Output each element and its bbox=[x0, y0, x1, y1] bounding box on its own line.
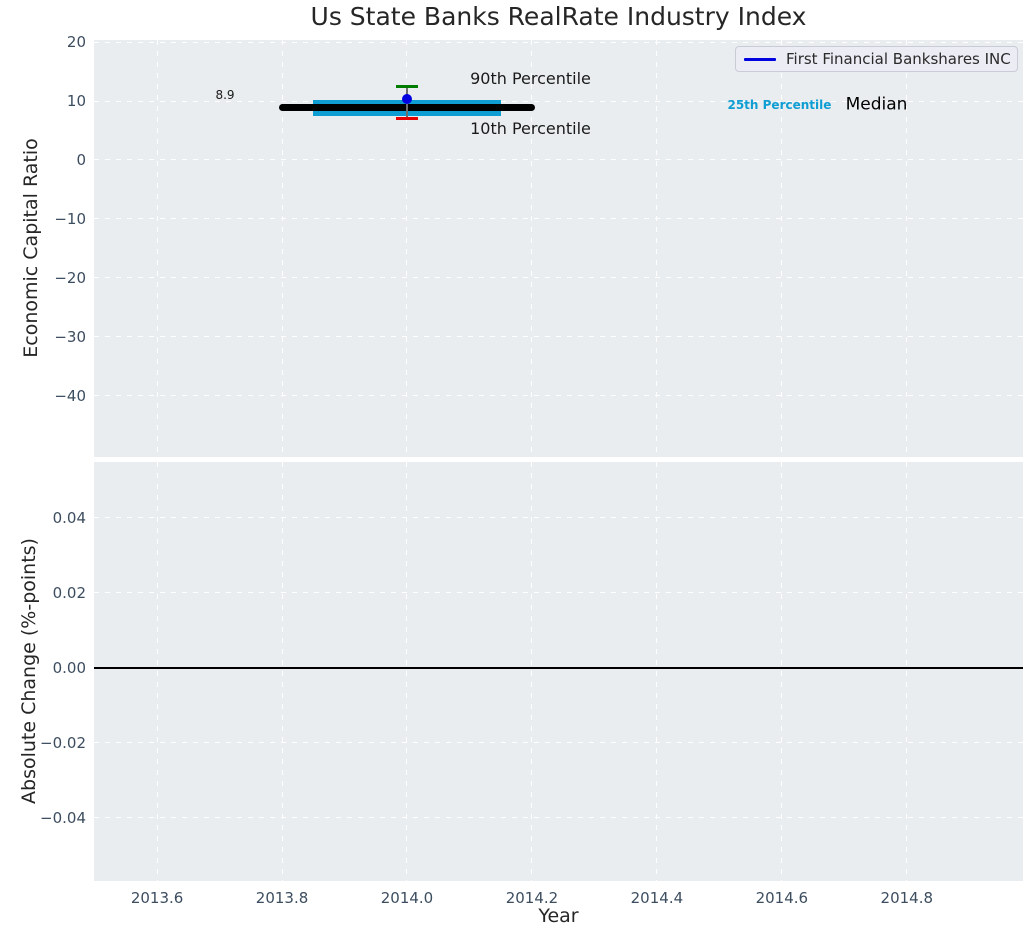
y-tick-label: −0.04 bbox=[40, 808, 86, 827]
vertical-gridline bbox=[281, 462, 283, 881]
vertical-gridline bbox=[406, 40, 408, 457]
y-tick-label: −40 bbox=[54, 386, 86, 405]
vertical-gridline bbox=[656, 462, 658, 881]
vertical-gridline bbox=[906, 40, 908, 457]
y-tick-label: 0.04 bbox=[52, 508, 86, 527]
top-plot-area: 8.9 90th Percentile 10th Percentile 25th Pe… bbox=[94, 40, 1023, 457]
horizontal-gridline bbox=[94, 100, 1023, 102]
y-tick-label: −10 bbox=[54, 209, 86, 228]
company-data-point bbox=[401, 94, 412, 105]
bottom-plot-area bbox=[94, 462, 1023, 881]
x-tick-label: 2014.0 bbox=[380, 889, 434, 907]
chart-title: Us State Banks RealRate Industry Index bbox=[310, 2, 807, 31]
errorbar-cap-90th bbox=[395, 85, 418, 89]
y-tick-label: 10 bbox=[66, 92, 86, 111]
vertical-gridline bbox=[656, 40, 658, 457]
vertical-gridline bbox=[781, 462, 783, 881]
y-tick-label: −30 bbox=[54, 327, 86, 346]
y-tick-label: 20 bbox=[66, 33, 86, 52]
vertical-gridline bbox=[906, 462, 908, 881]
zero-line bbox=[94, 666, 1023, 669]
horizontal-gridline bbox=[94, 817, 1023, 819]
x-tick-label: 2013.8 bbox=[255, 889, 309, 907]
x-tick-label: 2014.2 bbox=[505, 889, 559, 907]
y-tick-label: −20 bbox=[54, 268, 86, 287]
y-tick-label: −0.02 bbox=[40, 733, 86, 752]
x-tick-label: 2014.8 bbox=[880, 889, 934, 907]
horizontal-gridline bbox=[94, 395, 1023, 397]
vertical-gridline bbox=[531, 40, 533, 457]
x-axis-label: Year bbox=[538, 905, 579, 927]
y-tick-label: 0 bbox=[76, 150, 86, 169]
errorbar-cap-10th bbox=[395, 116, 418, 120]
vertical-gridline bbox=[531, 462, 533, 881]
horizontal-gridline bbox=[94, 159, 1023, 161]
annotation-median-label: Median bbox=[845, 94, 908, 115]
vertical-gridline bbox=[406, 462, 408, 881]
horizontal-gridline bbox=[94, 41, 1023, 43]
vertical-gridline bbox=[156, 462, 158, 881]
legend-line-sample bbox=[744, 57, 776, 61]
horizontal-gridline bbox=[94, 277, 1023, 279]
horizontal-gridline bbox=[94, 517, 1023, 519]
y-tick-label: 0.00 bbox=[52, 658, 86, 677]
horizontal-gridline bbox=[94, 592, 1023, 594]
annotation-p25-label: 25th Percentile bbox=[727, 98, 832, 113]
x-tick-label: 2014.6 bbox=[755, 889, 809, 907]
vertical-gridline bbox=[281, 40, 283, 457]
y-tick-label: 0.02 bbox=[52, 583, 86, 602]
x-tick-label: 2013.6 bbox=[130, 889, 184, 907]
vertical-gridline bbox=[156, 40, 158, 457]
annotation-median-value: 8.9 bbox=[215, 88, 235, 103]
x-tick-label: 2014.4 bbox=[630, 889, 684, 907]
horizontal-gridline bbox=[94, 336, 1023, 338]
legend: First Financial Bankshares INC bbox=[735, 46, 1018, 72]
horizontal-gridline bbox=[94, 218, 1023, 220]
vertical-gridline bbox=[781, 40, 783, 457]
annotation-p90-label: 90th Percentile bbox=[470, 68, 591, 88]
legend-entry-label: First Financial Bankshares INC bbox=[786, 50, 1011, 68]
horizontal-gridline bbox=[94, 742, 1023, 744]
annotation-p10-label: 10th Percentile bbox=[470, 119, 591, 139]
